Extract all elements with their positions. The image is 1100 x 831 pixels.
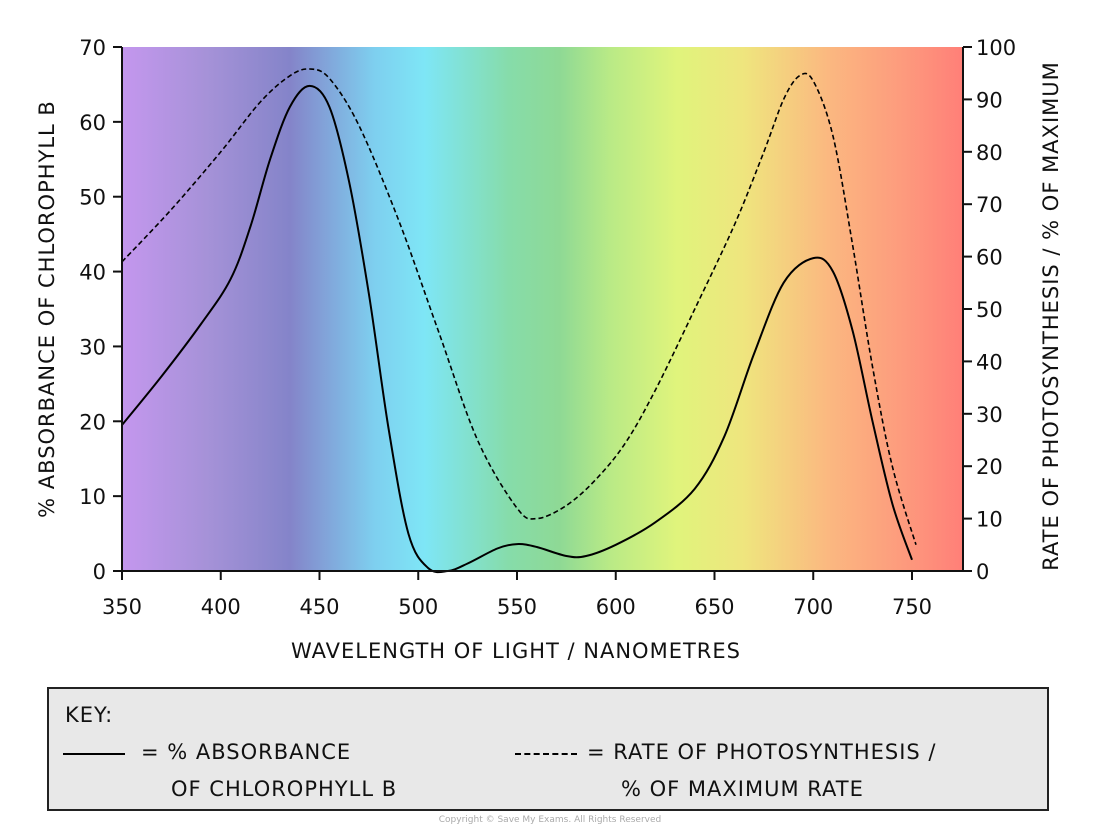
key-dashed-line-sample [515, 753, 577, 755]
chart-svg: 350 400 450 500 550 600 650 700 7500102030405060… [35, 36, 1063, 663]
key-solid-line-text: = % ABSORBANCE [141, 740, 352, 764]
x-axis-label: WAVELENGTH OF LIGHT / NANOMETRES [291, 639, 741, 663]
y-left-tick-label: 30 [79, 335, 106, 359]
copyright-notice: Copyright © Save My Exams. All Rights Re… [438, 815, 662, 825]
y-left-tick-label: 0 [93, 560, 106, 584]
y-right-tick-label: 50 [976, 298, 1003, 322]
x-tick-label: 450 [299, 595, 339, 619]
key-legend-box: KEY: = % ABSORBANCE OF CHLOROPHYLL B = R… [47, 687, 1049, 811]
key-solid-line-sample [63, 753, 125, 755]
y-right-tick-label: 100 [976, 36, 1016, 60]
series-line-absorbance [121, 84, 913, 574]
y-right-tick-label: 20 [976, 455, 1003, 479]
x-tick-label: 750 [892, 595, 932, 619]
x-tick-label: 550 [497, 595, 537, 619]
y-right-tick-label: 70 [976, 193, 1003, 217]
y-left-tick-label: 60 [79, 111, 106, 135]
key-dashed-line-text-2: % OF MAXIMUM RATE [621, 777, 864, 801]
y-left-tick-label: 40 [79, 261, 106, 285]
y-left-tick-label: 70 [79, 36, 106, 60]
y-left-tick-label: 50 [79, 186, 106, 210]
y-right-tick-label: 40 [976, 350, 1003, 374]
key-title: KEY: [65, 703, 114, 727]
plot-background-spectrum [122, 47, 963, 571]
x-tick-label: 700 [793, 595, 833, 619]
ticks-layer: 350 400 450 500 550 600 650 700 7500102030405060… [79, 36, 1016, 619]
y-axis-label-right: RATE OF PHOTOSYNTHESIS / % OF MAXIMUM [1039, 61, 1063, 571]
y-axis-label-left: % ABSORBANCE OF CHLOROPHYLL B [35, 100, 59, 518]
series-line-photosynthesis [121, 68, 917, 546]
y-left-tick-label: 10 [79, 485, 106, 509]
x-tick-label: 400 [201, 595, 241, 619]
key-dashed-line-text: = RATE OF PHOTOSYNTHESIS / [587, 740, 937, 764]
y-right-tick-label: 60 [976, 246, 1003, 270]
y-right-tick-label: 10 [976, 508, 1003, 532]
key-solid-line-text-2: OF CHLOROPHYLL B [171, 777, 398, 801]
y-right-tick-label: 80 [976, 141, 1003, 165]
y-right-tick-label: 30 [976, 403, 1003, 427]
x-tick-label: 350 [102, 595, 142, 619]
x-tick-label: 650 [694, 595, 734, 619]
x-tick-label: 500 [398, 595, 438, 619]
y-left-tick-label: 20 [79, 410, 106, 434]
y-right-tick-label: 90 [976, 88, 1003, 112]
x-tick-label: 600 [596, 595, 636, 619]
y-right-tick-label: 0 [976, 560, 989, 584]
